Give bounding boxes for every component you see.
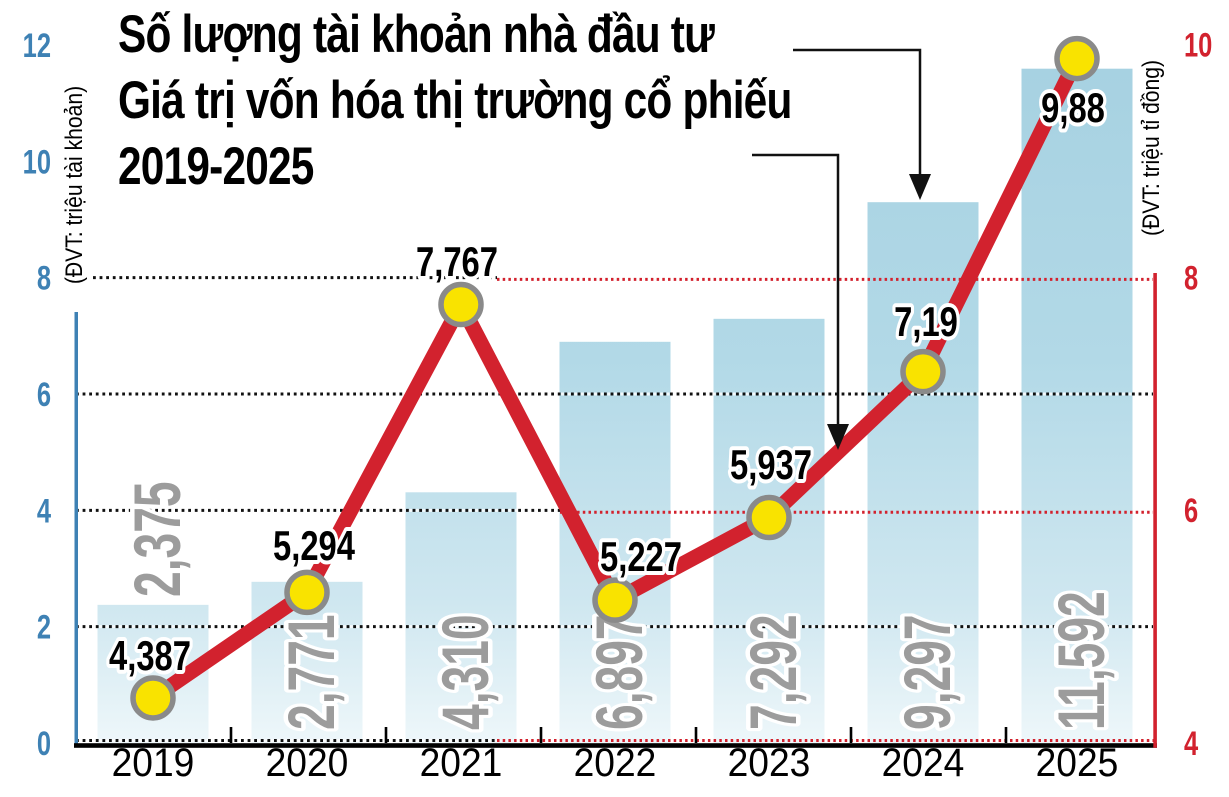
line-marker-2022 bbox=[592, 577, 638, 623]
bar-value-label-2024: 9,297 bbox=[891, 614, 965, 730]
line-value-label-2020: 5,294 bbox=[273, 522, 355, 569]
x-axis-tick-2 bbox=[384, 727, 388, 743]
bar-value-label-2025: 11,592 bbox=[1045, 591, 1119, 730]
line-marker-2019 bbox=[130, 675, 176, 721]
left-axis-tick-2: 2 bbox=[37, 609, 51, 646]
right-axis-line bbox=[1153, 273, 1157, 748]
callout-arrow-to-line bbox=[752, 153, 840, 424]
chart-title-line1: Số lượng tài khoản nhà đầu tư bbox=[118, 5, 715, 64]
right-axis-tick-6: 6 bbox=[1184, 493, 1198, 530]
bar-value-label-2022: 6,897 bbox=[583, 614, 657, 730]
year-label-2020: 2020 bbox=[266, 741, 349, 786]
right-axis-tick-4: 4 bbox=[1184, 726, 1198, 763]
year-label-2022: 2022 bbox=[574, 741, 657, 786]
line-marker-2023 bbox=[746, 494, 792, 541]
chart-title-line3: 2019-2025 bbox=[118, 137, 314, 196]
left-axis-unit-label: (ĐVT: triệu tài khoản) bbox=[61, 85, 88, 285]
line-marker-2020 bbox=[284, 569, 330, 616]
year-label-2025: 2025 bbox=[1036, 741, 1119, 786]
bottom-axis-line bbox=[74, 743, 1157, 748]
year-label-2021: 2021 bbox=[420, 741, 503, 786]
line-marker-2025 bbox=[1054, 35, 1100, 82]
left-axis-line bbox=[74, 312, 78, 747]
left-axis-tick-8: 8 bbox=[37, 260, 51, 297]
left-axis-tick-0: 0 bbox=[37, 726, 51, 763]
line-marker-2021 bbox=[438, 281, 484, 328]
left-axis-tick-6: 6 bbox=[37, 377, 51, 414]
right-axis-unit-label: (ĐVT: triệu tỉ đồng) bbox=[1138, 59, 1165, 237]
year-label-2019: 2019 bbox=[112, 741, 195, 786]
x-axis-tick-6 bbox=[1004, 727, 1008, 743]
line-value-label-2021: 7,767 bbox=[416, 238, 498, 285]
line-marker-2024 bbox=[900, 348, 946, 395]
callout-arrowhead-to-line bbox=[827, 424, 849, 450]
x-axis-tick-1 bbox=[229, 727, 233, 743]
bar-2021 bbox=[405, 492, 517, 743]
left-axis-tick-12: 12 bbox=[23, 28, 51, 65]
line-value-label-2022: 5,227 bbox=[600, 533, 682, 580]
chart-title-line2: Giá trị vốn hóa thị trường cổ phiếu bbox=[118, 71, 792, 130]
bar-value-label-2021: 4,310 bbox=[429, 614, 503, 730]
callout-arrow-to-2024-bar bbox=[793, 48, 922, 176]
callout-arrowhead-to-2024-bar bbox=[909, 174, 931, 200]
x-axis-tick-5 bbox=[849, 727, 853, 743]
left-axis-tick-4: 4 bbox=[37, 493, 51, 530]
left-axis-tick-10: 10 bbox=[23, 144, 51, 181]
chart-title: Số lượng tài khoản nhà đầu tư Giá trị vố… bbox=[118, 2, 792, 200]
line-value-label-2023: 5,937 bbox=[730, 441, 812, 488]
bar-value-label-2020: 2,771 bbox=[275, 614, 349, 730]
line-value-label-2024: 7,19 bbox=[894, 298, 958, 345]
x-axis-tick-3 bbox=[539, 727, 543, 743]
right-axis-tick-8: 8 bbox=[1184, 260, 1198, 297]
line-value-label-2025: 9,88 bbox=[1041, 84, 1105, 131]
bar-2025 bbox=[1021, 68, 1133, 743]
year-label-2023: 2023 bbox=[728, 741, 811, 786]
line-value-label-2019: 4,387 bbox=[109, 632, 191, 679]
right-axis-tick-10: 10 bbox=[1184, 27, 1212, 64]
bar-value-label-2019: 2,375 bbox=[121, 481, 195, 597]
year-label-2024: 2024 bbox=[882, 741, 965, 786]
x-axis-tick-4 bbox=[694, 727, 698, 743]
bar-value-label-2023: 7,292 bbox=[737, 614, 811, 730]
